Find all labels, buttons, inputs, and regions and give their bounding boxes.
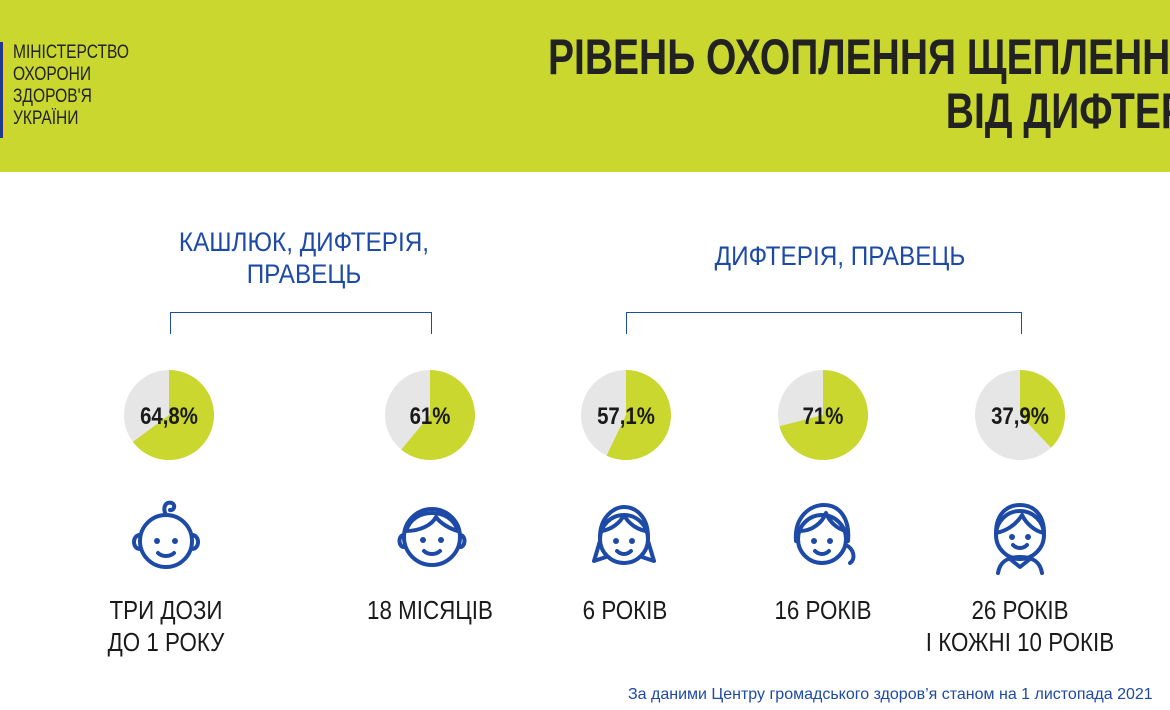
header-banner: МІНІСТЕРСТВО ОХОРОНИ ЗДОРОВ'Я УКРАЇНИ РІ… [0,0,1170,172]
pie-value-label: 71% [803,402,844,429]
pie-value-label: 37,9% [991,402,1049,429]
age-line-2: ДО 1 РОКУ [107,627,225,657]
source-note: За даними Центру громадського здоров’я с… [628,686,1153,703]
page-title: РІВЕНЬ ОХОПЛЕННЯ ЩЕПЛЕННЯМ ВІД ДИФТЕРІЇ [548,30,1170,138]
age-line-1: 16 РОКІВ [774,595,872,625]
group-label-diphtheria: ДИФТЕРІЯ, ПРАВЕЦЬ [705,240,975,272]
pie-value-label: 57,1% [597,402,655,429]
pie-chart: 71% [778,370,869,461]
pie-value-label: 61% [410,402,451,429]
group-bracket-1 [170,312,432,334]
group-label-line-1: ДИФТЕРІЯ, ПРАВЕЦЬ [714,241,966,271]
group-label-line-2: ПРАВЕЦЬ [246,259,362,289]
ministry-logo: МІНІСТЕРСТВО ОХОРОНИ ЗДОРОВ'Я УКРАЇНИ [0,42,154,138]
age-label-4: 16 РОКІВ [728,594,917,626]
title-line-1: РІВЕНЬ ОХОПЛЕННЯ ЩЕПЛЕННЯМ [548,29,1170,85]
group-bracket-2 [626,312,1022,334]
pie-slice-coverage [132,370,214,461]
age-line-2: І КОЖНІ 10 РОКІВ [925,627,1115,657]
ministry-line-1: МІНІСТЕРСТВО [13,42,129,63]
toddler-icon [392,497,472,577]
age-line-1: ТРИ ДОЗИ [109,595,223,625]
age-label-1: ТРИ ДОЗИ ДО 1 РОКУ [71,594,260,658]
ministry-line-4: УКРАЇНИ [13,108,79,129]
group-label-pertussis: КАШЛЮК, ДИФТЕРІЯ, ПРАВЕЦЬ [169,226,439,290]
logo-yellow-bar [3,42,6,138]
pie-value-label: 64,8% [140,402,198,429]
pie-slice-coverage [1020,370,1066,448]
age-line-1: 26 РОКІВ [971,595,1069,625]
title-line-2: ВІД ДИФТЕРІЇ [945,83,1170,139]
teen-girl-icon [782,497,862,577]
age-line-1: 6 РОКІВ [582,595,668,625]
pie-slice-coverage [401,370,475,461]
pie-chart: 64,8% [124,370,214,461]
age-line-1: 18 МІСЯЦІВ [367,595,493,625]
ministry-line-2: ОХОРОНИ [13,64,92,85]
ministry-line-3: ЗДОРОВ'Я [13,86,92,107]
pie-slice-coverage [779,370,869,461]
age-label-2: 18 МІСЯЦІВ [335,594,524,626]
pie-chart: 57,1% [581,370,671,460]
baby-icon [126,497,206,577]
group-label-line-1: КАШЛЮК, ДИФТЕРІЯ, [178,227,430,257]
adult-icon [980,497,1060,577]
age-label-5: 26 РОКІВ І КОЖНІ 10 РОКІВ [925,594,1114,658]
age-label-3: 6 РОКІВ [530,594,719,626]
girl-icon [584,497,664,577]
pie-chart: 61% [385,370,475,461]
pie-chart: 37,9% [975,370,1066,460]
pie-slice-coverage [606,370,671,460]
